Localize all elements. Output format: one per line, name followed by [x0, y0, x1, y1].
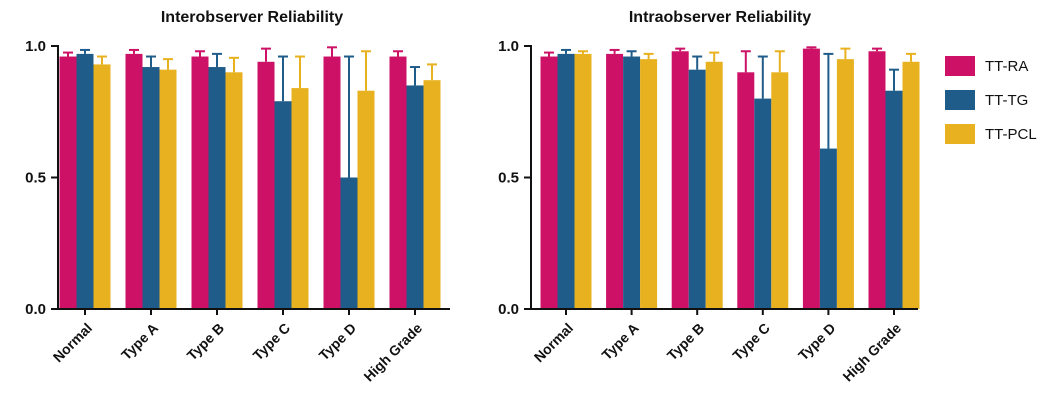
bar-tt-pcl-type-a — [159, 69, 177, 309]
category-label: Type D — [316, 320, 360, 364]
y-tick-label: 1.0 — [25, 38, 46, 55]
category-label: Type C — [729, 320, 773, 364]
y-tick-label: 0.0 — [498, 301, 519, 318]
chart-title: Intraobserver Reliability — [629, 9, 811, 26]
y-tick-label: 1.0 — [498, 38, 519, 55]
y-tick-label: 0.0 — [25, 301, 46, 318]
legend: TT-RA TT-TG TT-PCL — [945, 56, 1037, 144]
bar-tt-tg-type-c — [754, 98, 772, 309]
bar-tt-pcl-normal — [93, 64, 111, 309]
category-label: Normal — [50, 320, 95, 365]
bar-tt-ra-type-b — [191, 56, 209, 309]
bar-tt-tg-type-a — [142, 67, 160, 309]
bar-tt-pcl-type-b — [225, 72, 243, 309]
legend-label-tt-tg: TT-TG — [985, 92, 1028, 109]
chart-title: Interobserver Reliability — [161, 9, 343, 26]
bar-tt-ra-type-b — [671, 51, 689, 309]
bar-tt-ra-normal — [540, 56, 558, 309]
bar-tt-tg-normal — [557, 53, 575, 309]
bar-tt-pcl-type-d — [357, 90, 375, 310]
legend-label-tt-pcl: TT-PCL — [985, 126, 1037, 143]
bar-tt-tg-type-b — [208, 67, 226, 309]
bar-tt-ra-high-grade — [389, 56, 407, 309]
bar-tt-ra-type-d — [802, 48, 820, 309]
bar-tt-ra-normal — [59, 56, 77, 309]
interobserver-chart: Interobserver Reliability 0.0 0.5 1.0 Normal… — [25, 9, 450, 384]
category-label: Type D — [795, 320, 839, 364]
bar-tt-tg-type-d — [819, 148, 837, 309]
intraobserver-chart: Intraobserver Reliability 0.0 0.5 1.0 Normal… — [498, 9, 920, 385]
bar-tt-pcl-type-c — [291, 88, 309, 309]
y-tick-label: 0.5 — [498, 170, 519, 187]
bar-tt-tg-normal — [76, 53, 94, 309]
category-label: High Grade — [839, 320, 904, 385]
bar-tt-tg-type-b — [688, 69, 706, 309]
bar-tt-ra-type-d — [323, 56, 341, 309]
bar-tt-pcl-type-c — [771, 72, 789, 309]
bar-tt-ra-type-a — [125, 53, 143, 309]
category-label: High Grade — [360, 320, 425, 385]
bar-tt-ra-type-c — [257, 61, 275, 309]
bar-tt-pcl-normal — [574, 53, 592, 309]
category-label: Type A — [118, 320, 161, 363]
bar-tt-tg-high-grade — [406, 85, 424, 309]
bar-tt-ra-type-a — [606, 53, 624, 309]
bar-tt-tg-high-grade — [885, 90, 903, 310]
legend-swatch-tt-pcl — [945, 124, 975, 144]
category-label: Type C — [250, 320, 294, 364]
bar-tt-pcl-type-b — [705, 61, 723, 309]
legend-label-tt-ra: TT-RA — [985, 58, 1028, 75]
legend-swatch-tt-tg — [945, 90, 975, 110]
bar-tt-tg-type-a — [623, 56, 641, 309]
bar-tt-pcl-type-a — [640, 59, 658, 310]
bar-tt-tg-type-d — [340, 177, 358, 309]
bar-tt-ra-high-grade — [868, 51, 886, 309]
category-label: Type B — [184, 320, 228, 364]
bar-tt-pcl-high-grade — [423, 80, 441, 309]
category-label: Normal — [531, 320, 576, 365]
y-tick-label: 0.5 — [25, 170, 46, 187]
bar-tt-pcl-high-grade — [902, 61, 920, 309]
category-label: Type A — [598, 320, 641, 363]
category-label: Type B — [664, 320, 708, 364]
bar-tt-pcl-type-d — [836, 59, 854, 310]
bar-tt-ra-type-c — [737, 72, 755, 309]
legend-swatch-tt-ra — [945, 56, 975, 76]
bar-tt-tg-type-c — [274, 101, 292, 309]
